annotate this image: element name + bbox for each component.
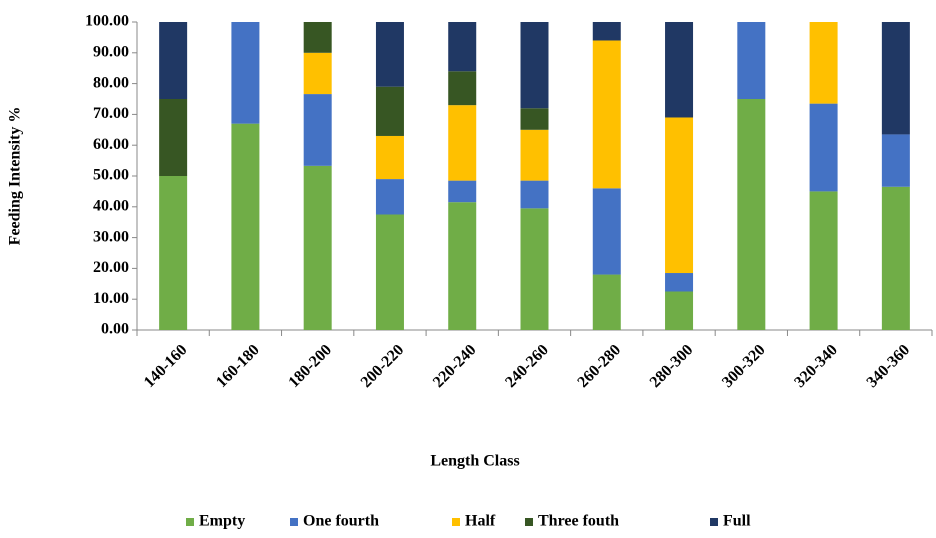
bar-segment (231, 123, 260, 330)
bar-segment (520, 22, 549, 109)
y-tick-label: 90.00 (93, 43, 129, 60)
y-tick-label: 70.00 (93, 105, 129, 122)
legend-swatch (452, 518, 460, 526)
bar-segment (448, 202, 477, 330)
legend-label: Full (723, 513, 751, 530)
bar-segment (592, 40, 621, 189)
bar-segment (303, 165, 332, 330)
y-tick-label: 60.00 (93, 136, 129, 153)
y-tick-label: 40.00 (93, 197, 129, 214)
x-tick-label: 240-260 (502, 341, 552, 391)
bar-segment (375, 179, 404, 215)
legend-swatch (525, 518, 533, 526)
legend-label: Three fouth (538, 513, 619, 530)
bar-segment (592, 274, 621, 330)
bar-segment (520, 108, 549, 130)
y-tick-label: 10.00 (93, 290, 129, 307)
bar-segment (303, 52, 332, 95)
bar-segment (375, 135, 404, 180)
bar-segment (520, 180, 549, 209)
x-tick-label: 180-200 (285, 341, 335, 391)
bar-segment (737, 22, 766, 99)
bar-segment (592, 22, 621, 41)
y-tick-label: 80.00 (93, 74, 129, 91)
legend-label: Empty (199, 513, 245, 530)
y-axis-title: Feeding Intensity % (7, 107, 24, 246)
y-tick-label: 30.00 (93, 228, 129, 245)
bar-segment (520, 129, 549, 181)
x-tick-label: 340-360 (864, 341, 914, 391)
legend-label: Half (465, 513, 496, 530)
bar-segment (809, 103, 838, 192)
bar-segment (159, 99, 188, 176)
y-tick-label: 20.00 (93, 259, 129, 276)
bar-segment (809, 191, 838, 330)
bar-segment (881, 22, 910, 135)
bar-segment (448, 71, 477, 106)
bar-segment (448, 22, 477, 72)
x-tick-label: 200-220 (358, 341, 408, 391)
bar-segment (375, 214, 404, 330)
x-tick-label: 140-160 (141, 341, 191, 391)
legend-swatch (186, 518, 194, 526)
legend-swatch (710, 518, 718, 526)
bar-segment (881, 134, 910, 187)
bar-segment (303, 22, 332, 53)
bar-segment (665, 273, 694, 292)
bar-segment (665, 291, 694, 330)
bar-segment (375, 86, 404, 136)
bar-segment (159, 22, 188, 99)
bar-segment (665, 22, 694, 118)
x-axis-title: Length Class (430, 453, 519, 470)
x-tick-label: 300-320 (719, 341, 769, 391)
bar-segment (592, 188, 621, 275)
bar-segment (520, 208, 549, 330)
x-tick-label: 260-280 (574, 341, 624, 391)
x-tick-label: 280-300 (647, 341, 697, 391)
bar-segment (375, 22, 404, 87)
bar-segment (448, 105, 477, 181)
bar-segment (231, 22, 260, 124)
legend-label: One fourth (303, 513, 379, 530)
bar-segment (737, 99, 766, 330)
y-tick-label: 100.00 (85, 13, 129, 30)
bar-segment (303, 94, 332, 166)
bar-segment (159, 176, 188, 330)
x-tick-label: 160-180 (213, 341, 263, 391)
x-tick-label: 320-340 (791, 341, 841, 391)
x-tick-label: 220-240 (430, 341, 480, 391)
bar-segment (448, 180, 477, 203)
legend-swatch (290, 518, 298, 526)
bar-segment (881, 186, 910, 330)
bar-segment (665, 117, 694, 274)
y-tick-label: 0.00 (101, 321, 129, 338)
y-tick-label: 50.00 (93, 167, 129, 184)
bar-segment (809, 22, 838, 104)
